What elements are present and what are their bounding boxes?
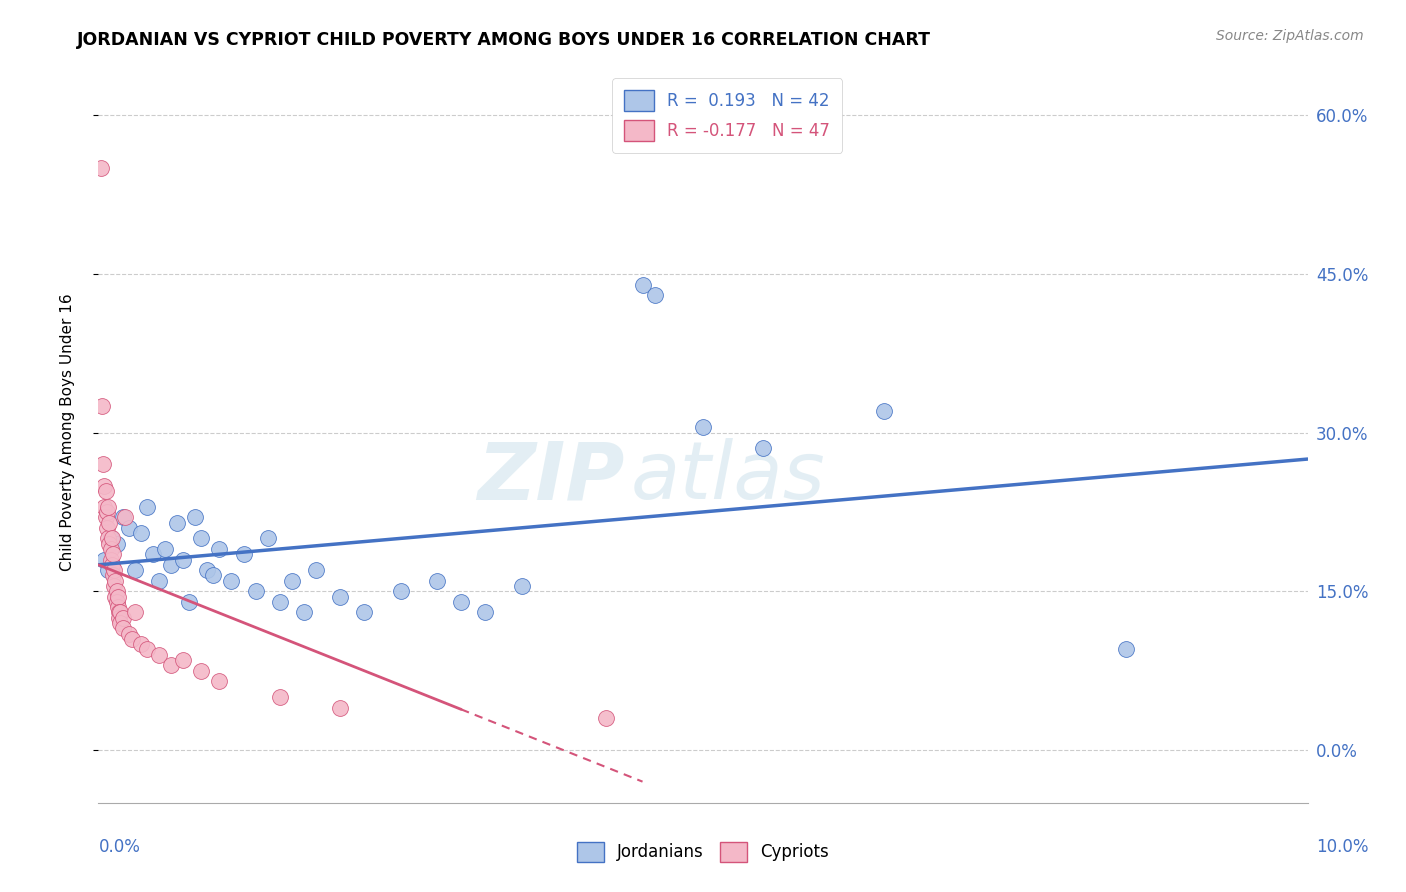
Point bbox=[172, 653, 194, 667]
Point bbox=[91, 458, 114, 472]
Point bbox=[329, 590, 352, 604]
Point bbox=[114, 510, 136, 524]
Text: atlas: atlas bbox=[630, 438, 825, 516]
Point bbox=[190, 532, 212, 546]
Point bbox=[108, 611, 131, 625]
Text: 10.0%: 10.0% bbox=[1316, 838, 1369, 855]
Point bbox=[93, 552, 115, 566]
Point bbox=[97, 500, 120, 514]
Point bbox=[281, 574, 304, 588]
Point bbox=[118, 521, 141, 535]
Point bbox=[142, 547, 165, 561]
Point bbox=[111, 611, 134, 625]
Point bbox=[107, 590, 129, 604]
Point bbox=[118, 626, 141, 640]
Point bbox=[135, 500, 157, 514]
Point bbox=[107, 600, 129, 615]
Point bbox=[510, 579, 533, 593]
Point bbox=[94, 510, 117, 524]
Point bbox=[202, 568, 225, 582]
Point bbox=[172, 552, 194, 566]
Point bbox=[121, 632, 143, 646]
Point bbox=[91, 399, 114, 413]
Point bbox=[269, 595, 291, 609]
Point bbox=[305, 563, 328, 577]
Point bbox=[98, 536, 121, 550]
Point bbox=[100, 541, 122, 556]
Point bbox=[105, 536, 128, 550]
Point bbox=[103, 563, 125, 577]
Point bbox=[269, 690, 291, 704]
Text: ZIP: ZIP bbox=[477, 438, 624, 516]
Point bbox=[631, 277, 654, 292]
Point bbox=[108, 615, 131, 630]
Point bbox=[389, 584, 412, 599]
Point bbox=[190, 664, 212, 678]
Point bbox=[692, 420, 714, 434]
Point bbox=[100, 558, 122, 572]
Point bbox=[426, 574, 449, 588]
Point bbox=[292, 606, 315, 620]
Point bbox=[104, 574, 127, 588]
Text: JORDANIAN VS CYPRIOT CHILD POVERTY AMONG BOYS UNDER 16 CORRELATION CHART: JORDANIAN VS CYPRIOT CHILD POVERTY AMONG… bbox=[77, 31, 931, 49]
Point bbox=[221, 574, 243, 588]
Point bbox=[97, 532, 120, 546]
Point bbox=[100, 532, 122, 546]
Point bbox=[129, 526, 152, 541]
Point bbox=[208, 674, 231, 689]
Point bbox=[101, 568, 124, 582]
Point bbox=[752, 442, 775, 456]
Point bbox=[208, 541, 231, 556]
Point bbox=[101, 547, 124, 561]
Point bbox=[100, 532, 122, 546]
Point bbox=[100, 552, 122, 566]
Point bbox=[124, 606, 146, 620]
Point bbox=[329, 700, 352, 714]
Point bbox=[90, 161, 112, 176]
Point bbox=[153, 541, 176, 556]
Point bbox=[450, 595, 472, 609]
Point bbox=[245, 584, 267, 599]
Point bbox=[353, 606, 375, 620]
Point bbox=[108, 606, 131, 620]
Point bbox=[96, 505, 118, 519]
Point bbox=[96, 521, 118, 535]
Point bbox=[104, 590, 127, 604]
Point bbox=[195, 563, 218, 577]
Point bbox=[111, 510, 134, 524]
Point bbox=[474, 606, 496, 620]
Point bbox=[148, 648, 170, 662]
Point bbox=[93, 500, 115, 514]
Point bbox=[148, 574, 170, 588]
Point bbox=[232, 547, 254, 561]
Y-axis label: Child Poverty Among Boys Under 16: Child Poverty Among Boys Under 16 bbox=[60, 293, 75, 572]
Point bbox=[166, 516, 188, 530]
Point bbox=[103, 579, 125, 593]
Point bbox=[98, 516, 121, 530]
Point bbox=[124, 563, 146, 577]
Point bbox=[105, 595, 128, 609]
Point bbox=[873, 404, 896, 418]
Legend: Jordanians, Cypriots: Jordanians, Cypriots bbox=[571, 835, 835, 869]
Point bbox=[595, 711, 617, 725]
Text: Source: ZipAtlas.com: Source: ZipAtlas.com bbox=[1216, 29, 1364, 43]
Point bbox=[111, 621, 134, 635]
Point bbox=[105, 584, 128, 599]
Point bbox=[108, 606, 131, 620]
Point bbox=[135, 642, 157, 657]
Point bbox=[256, 532, 278, 546]
Point bbox=[93, 478, 115, 492]
Point bbox=[179, 595, 201, 609]
Point bbox=[184, 510, 207, 524]
Point bbox=[94, 483, 117, 498]
Point bbox=[160, 658, 183, 673]
Text: 0.0%: 0.0% bbox=[98, 838, 141, 855]
Point bbox=[1115, 642, 1137, 657]
Point bbox=[160, 558, 183, 572]
Point bbox=[644, 288, 666, 302]
Point bbox=[97, 563, 120, 577]
Point bbox=[129, 637, 152, 651]
